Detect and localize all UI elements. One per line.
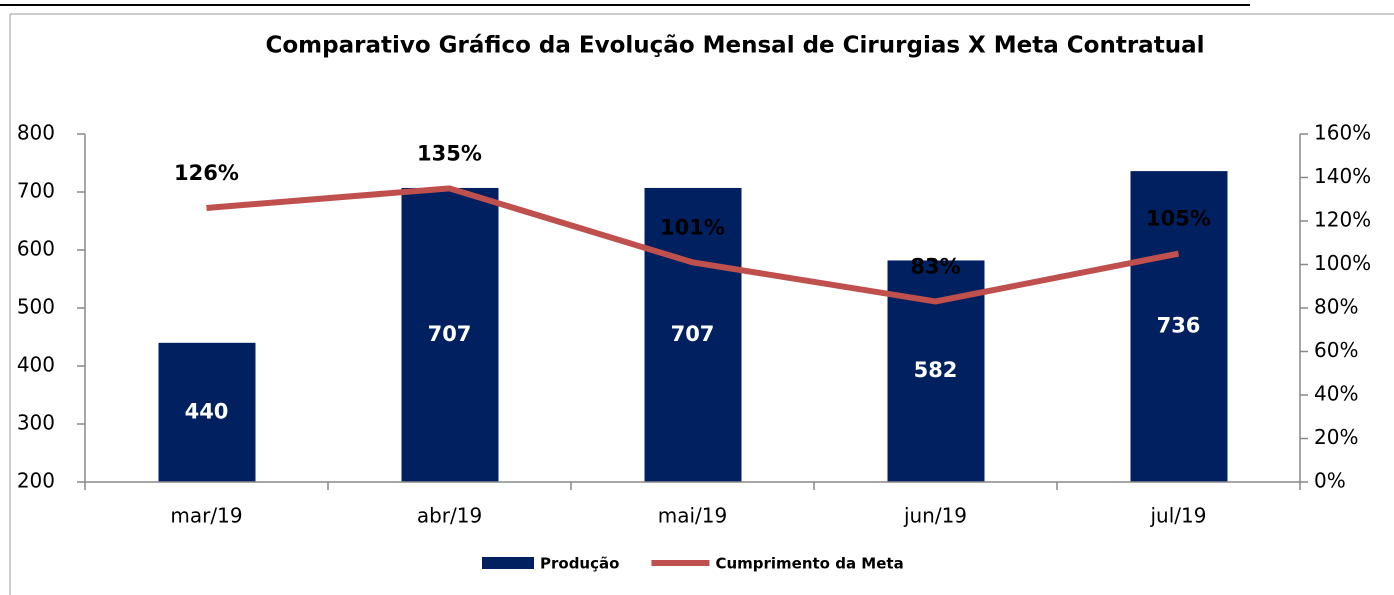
line-value-label: 126% — [174, 161, 239, 185]
legend-label: Cumprimento da Meta — [715, 555, 903, 573]
y2-tick-label: 80% — [1314, 295, 1358, 319]
x-tick-label: jun/19 — [903, 504, 967, 528]
line-value-label: 135% — [417, 141, 482, 165]
y-tick-label: 200 — [17, 469, 55, 493]
chart-title: Comparativo Gráfico da Evolução Mensal d… — [266, 33, 1205, 59]
x-tick-label: mai/19 — [658, 504, 727, 528]
y2-tick-label: 100% — [1314, 251, 1371, 275]
y2-tick-label: 40% — [1314, 382, 1358, 406]
line — [206, 185, 1180, 305]
y-tick-label: 600 — [17, 237, 55, 261]
y-tick-label: 300 — [17, 411, 55, 435]
y2-tick-label: 140% — [1314, 164, 1371, 188]
bar — [1130, 171, 1228, 482]
bar-value-label: 707 — [428, 322, 472, 346]
legend-label: Produção — [540, 555, 619, 573]
legend-swatch — [482, 557, 534, 569]
line-value-label: 105% — [1146, 207, 1211, 231]
bar — [401, 187, 499, 482]
line-value-label: 83% — [910, 254, 960, 278]
bar-value-label: 707 — [671, 322, 715, 346]
x-tick-label: jul/19 — [1150, 504, 1207, 528]
bar — [158, 342, 256, 482]
y2-tick-label: 160% — [1314, 121, 1371, 145]
y-tick-label: 400 — [17, 353, 55, 377]
bar-value-label: 440 — [185, 399, 229, 423]
line-value-label: 101% — [660, 215, 725, 239]
bar-value-label: 582 — [914, 358, 958, 382]
y-tick-label: 700 — [17, 179, 55, 203]
x-tick-label: abr/19 — [417, 504, 482, 528]
bar — [644, 187, 742, 482]
bar-value-label: 736 — [1157, 314, 1201, 338]
x-tick-label: mar/19 — [170, 504, 242, 528]
y2-tick-label: 120% — [1314, 208, 1371, 232]
y2-tick-label: 60% — [1314, 338, 1358, 362]
y2-tick-label: 20% — [1314, 425, 1358, 449]
y-tick-label: 500 — [17, 295, 55, 319]
y2-tick-label: 0% — [1314, 469, 1346, 493]
y-tick-label: 800 — [17, 121, 55, 145]
